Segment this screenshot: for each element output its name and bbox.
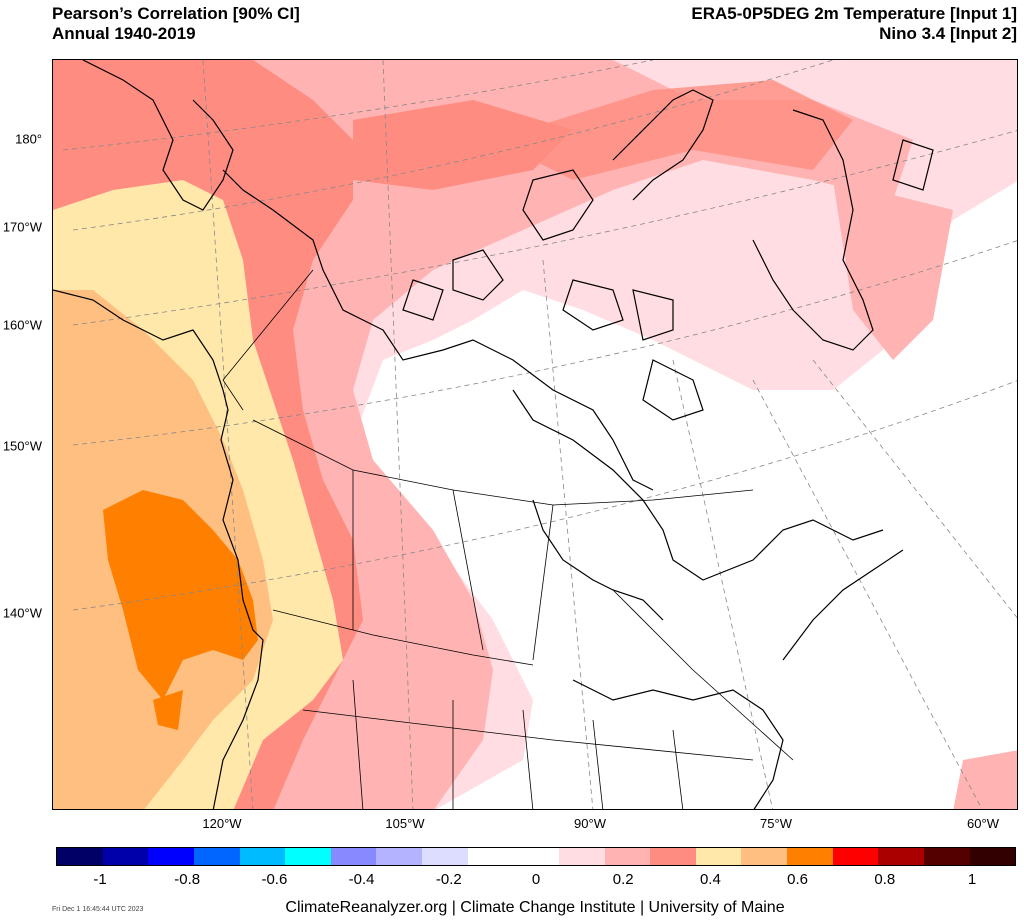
colorbar-swatch xyxy=(422,848,468,865)
colorbar-swatch xyxy=(148,848,194,865)
colorbar-swatch xyxy=(513,848,559,865)
colorbar-tick-label: -1 xyxy=(93,871,107,888)
colorbar-swatch xyxy=(650,848,696,865)
colorbar-swatch xyxy=(787,848,833,865)
colorbar-tick-label: 1 xyxy=(967,871,977,888)
title-block: Pearson’s Correlation [90% CI] Annual 19… xyxy=(52,4,300,44)
colorbar-tick-label: 0.4 xyxy=(699,871,721,888)
colorbar-swatch xyxy=(923,848,970,865)
lon-label-75w: 75°W xyxy=(760,816,792,831)
colorbar-tick-label: -0.4 xyxy=(348,871,375,888)
lon-label-60w: 60°W xyxy=(967,816,999,831)
lat-label-180: 180° xyxy=(15,131,42,147)
colorbar-tick-label: -0.6 xyxy=(261,871,288,888)
colorbar-swatch xyxy=(604,848,651,865)
timestamp: Fri Dec 1 16:45:44 UTC 2023 xyxy=(52,906,144,913)
colorbar-tick-label: -0.8 xyxy=(174,871,201,888)
colorbar-swatch xyxy=(330,848,377,865)
lon-label-105w: 105°W xyxy=(385,816,425,831)
colorbar-swatch xyxy=(878,848,924,865)
input-2-label: Nino 3.4 [Input 2] xyxy=(879,24,1017,43)
lon-label-120w: 120°W xyxy=(202,816,242,831)
colorbar-tick-label: -0.2 xyxy=(435,871,462,888)
political-borders xyxy=(222,269,794,809)
lat-label-170w: 170°W xyxy=(2,219,42,235)
colorbar-swatch xyxy=(969,848,1016,865)
colorbar-tick-label: 0.8 xyxy=(874,871,896,888)
colorbar-swatch xyxy=(285,848,331,865)
colorbar-swatch xyxy=(741,848,787,865)
lon-label-90w: 90°W xyxy=(574,816,606,831)
lat-label-150w: 150°W xyxy=(2,438,42,454)
graticule xyxy=(62,60,1017,809)
colorbar-swatch xyxy=(376,848,422,865)
colorbar-tick-label: 0 xyxy=(531,871,541,888)
coastlines xyxy=(53,60,934,809)
map-period: Annual 1940-2019 xyxy=(52,24,196,43)
correlation-map xyxy=(53,60,1017,809)
colorbar-tick-label: 0.2 xyxy=(612,871,634,888)
colorbar-swatch xyxy=(57,848,103,865)
lat-label-160w: 160°W xyxy=(2,317,42,333)
colorbar-swatch xyxy=(832,848,879,865)
inputs-block: ERA5-0P5DEG 2m Temperature [Input 1] Nin… xyxy=(691,4,1017,44)
lat-label-140w: 140°W xyxy=(2,605,42,621)
map-title: Pearson’s Correlation [90% CI] xyxy=(52,4,300,23)
colorbar-swatch xyxy=(239,848,286,865)
colorbar-swatch xyxy=(558,848,605,865)
credit-line: ClimateReanalyzer.org | Climate Change I… xyxy=(285,899,785,916)
colorbar-tick-label: 0.6 xyxy=(787,871,809,888)
colorbar-swatch xyxy=(467,848,514,865)
colorbar xyxy=(56,847,1016,866)
colorbar-swatch xyxy=(193,848,240,865)
correlation-fill xyxy=(53,60,1017,809)
input-1-label: ERA5-0P5DEG 2m Temperature [Input 1] xyxy=(691,4,1017,23)
colorbar-swatch xyxy=(695,848,742,865)
colorbar-swatch xyxy=(102,848,149,865)
map-panel[interactable] xyxy=(52,59,1018,810)
